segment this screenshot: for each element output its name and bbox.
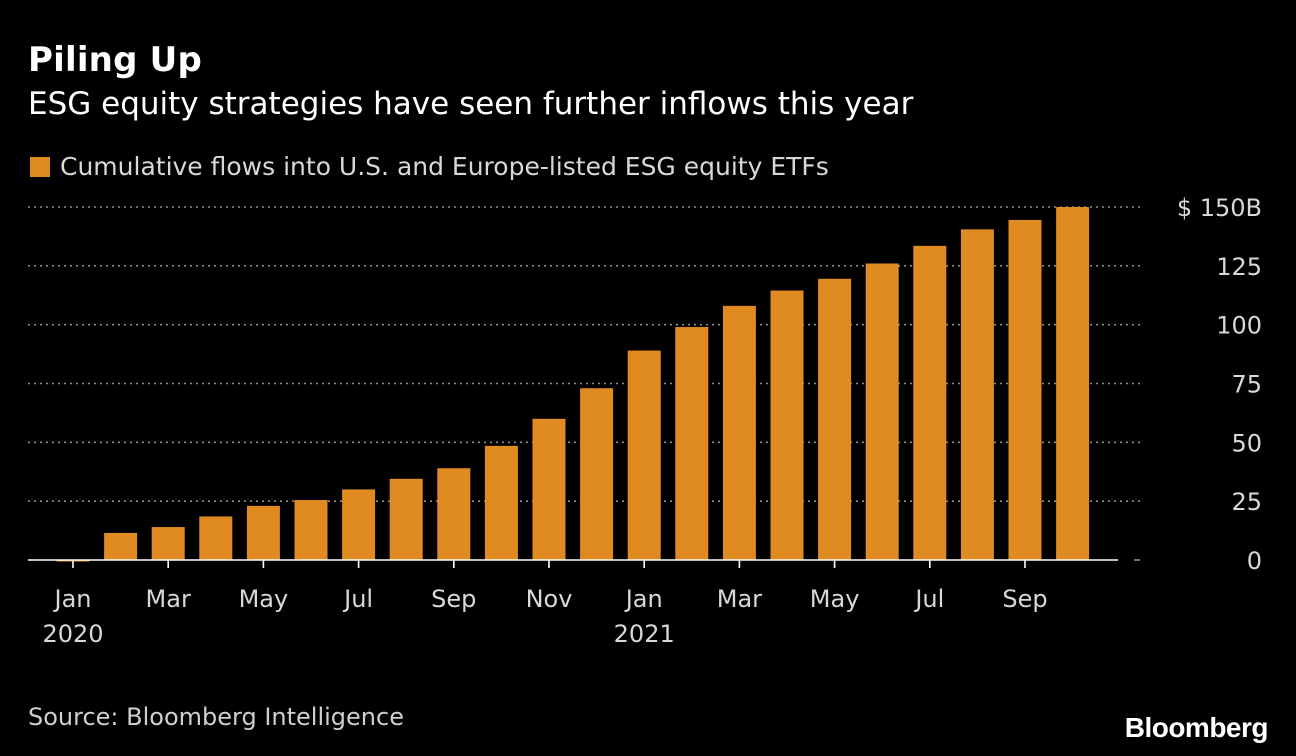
bar-2020-07 [342, 489, 376, 560]
bar-2020-04 [199, 516, 233, 560]
bars-layer [56, 207, 1090, 562]
bar-2020-05 [246, 505, 280, 560]
legend: Cumulative flows into U.S. and Europe-li… [30, 152, 829, 181]
bar-2021-09 [1008, 219, 1042, 560]
bar-2021-10 [1056, 207, 1090, 560]
bar-2020-03 [151, 527, 185, 560]
x-tick-year-2021: 2021 [614, 620, 675, 648]
chart-title: Piling Up [28, 40, 203, 80]
legend-label: Cumulative flows into U.S. and Europe-li… [60, 152, 829, 181]
bar-2020-08 [389, 478, 423, 560]
y-tick-label-125: 125 [1216, 253, 1262, 281]
bar-2020-12 [580, 388, 614, 560]
bar-2021-04 [770, 290, 804, 560]
bar-2021-02 [675, 327, 709, 560]
bar-2021-05 [818, 278, 852, 560]
y-tick-label-150: $ 150B [1177, 194, 1262, 222]
y-tick-label-25: 25 [1231, 488, 1262, 516]
y-tick-label-0: 0 [1247, 547, 1262, 575]
source-note: Source: Bloomberg Intelligence [28, 703, 404, 731]
legend-swatch [30, 156, 50, 177]
x-tick-label-2021-07: Jul [913, 585, 944, 613]
chart-subtitle: ESG equity strategies have seen further … [28, 86, 914, 122]
bar-2021-07 [913, 245, 947, 560]
x-tick-label-2021-03: Mar [717, 585, 762, 613]
y-tick-label-50: 50 [1231, 429, 1262, 457]
x-tick-year-2020: 2020 [42, 620, 103, 648]
y-tick-label-100: 100 [1216, 312, 1262, 340]
bar-2020-06 [294, 499, 328, 560]
x-tick-label-2020-09: Sep [431, 585, 476, 613]
bar-2021-03 [722, 305, 756, 560]
x-tick-label-2020-01: Jan [53, 585, 92, 613]
x-tick-label-2021-05: May [810, 585, 860, 613]
x-tick-label-2020-03: Mar [146, 585, 191, 613]
bar-2021-08 [960, 229, 994, 560]
bar-2020-11 [532, 418, 566, 560]
bloomberg-logo: Bloomberg [1124, 712, 1269, 743]
x-tick-label-2020-05: May [239, 585, 289, 613]
bar-2020-09 [437, 468, 471, 560]
bar-2021-01 [627, 350, 661, 560]
y-tick-label-75: 75 [1231, 371, 1262, 399]
bar-2020-10 [484, 445, 518, 560]
x-tick-label-2020-11: Nov [526, 585, 573, 613]
bar-2020-02 [104, 532, 138, 560]
axis-layer [28, 559, 1140, 568]
labels-layer: 0 25 50 75 100 125 $ 150B Jan 2020 Mar May Jul Sep No… [42, 194, 1262, 648]
x-tick-label-2021-09: Sep [1002, 585, 1047, 613]
bar-2021-06 [865, 263, 899, 560]
x-tick-label-2020-07: Jul [342, 585, 373, 613]
x-tick-label-2021-01: Jan [624, 585, 663, 613]
